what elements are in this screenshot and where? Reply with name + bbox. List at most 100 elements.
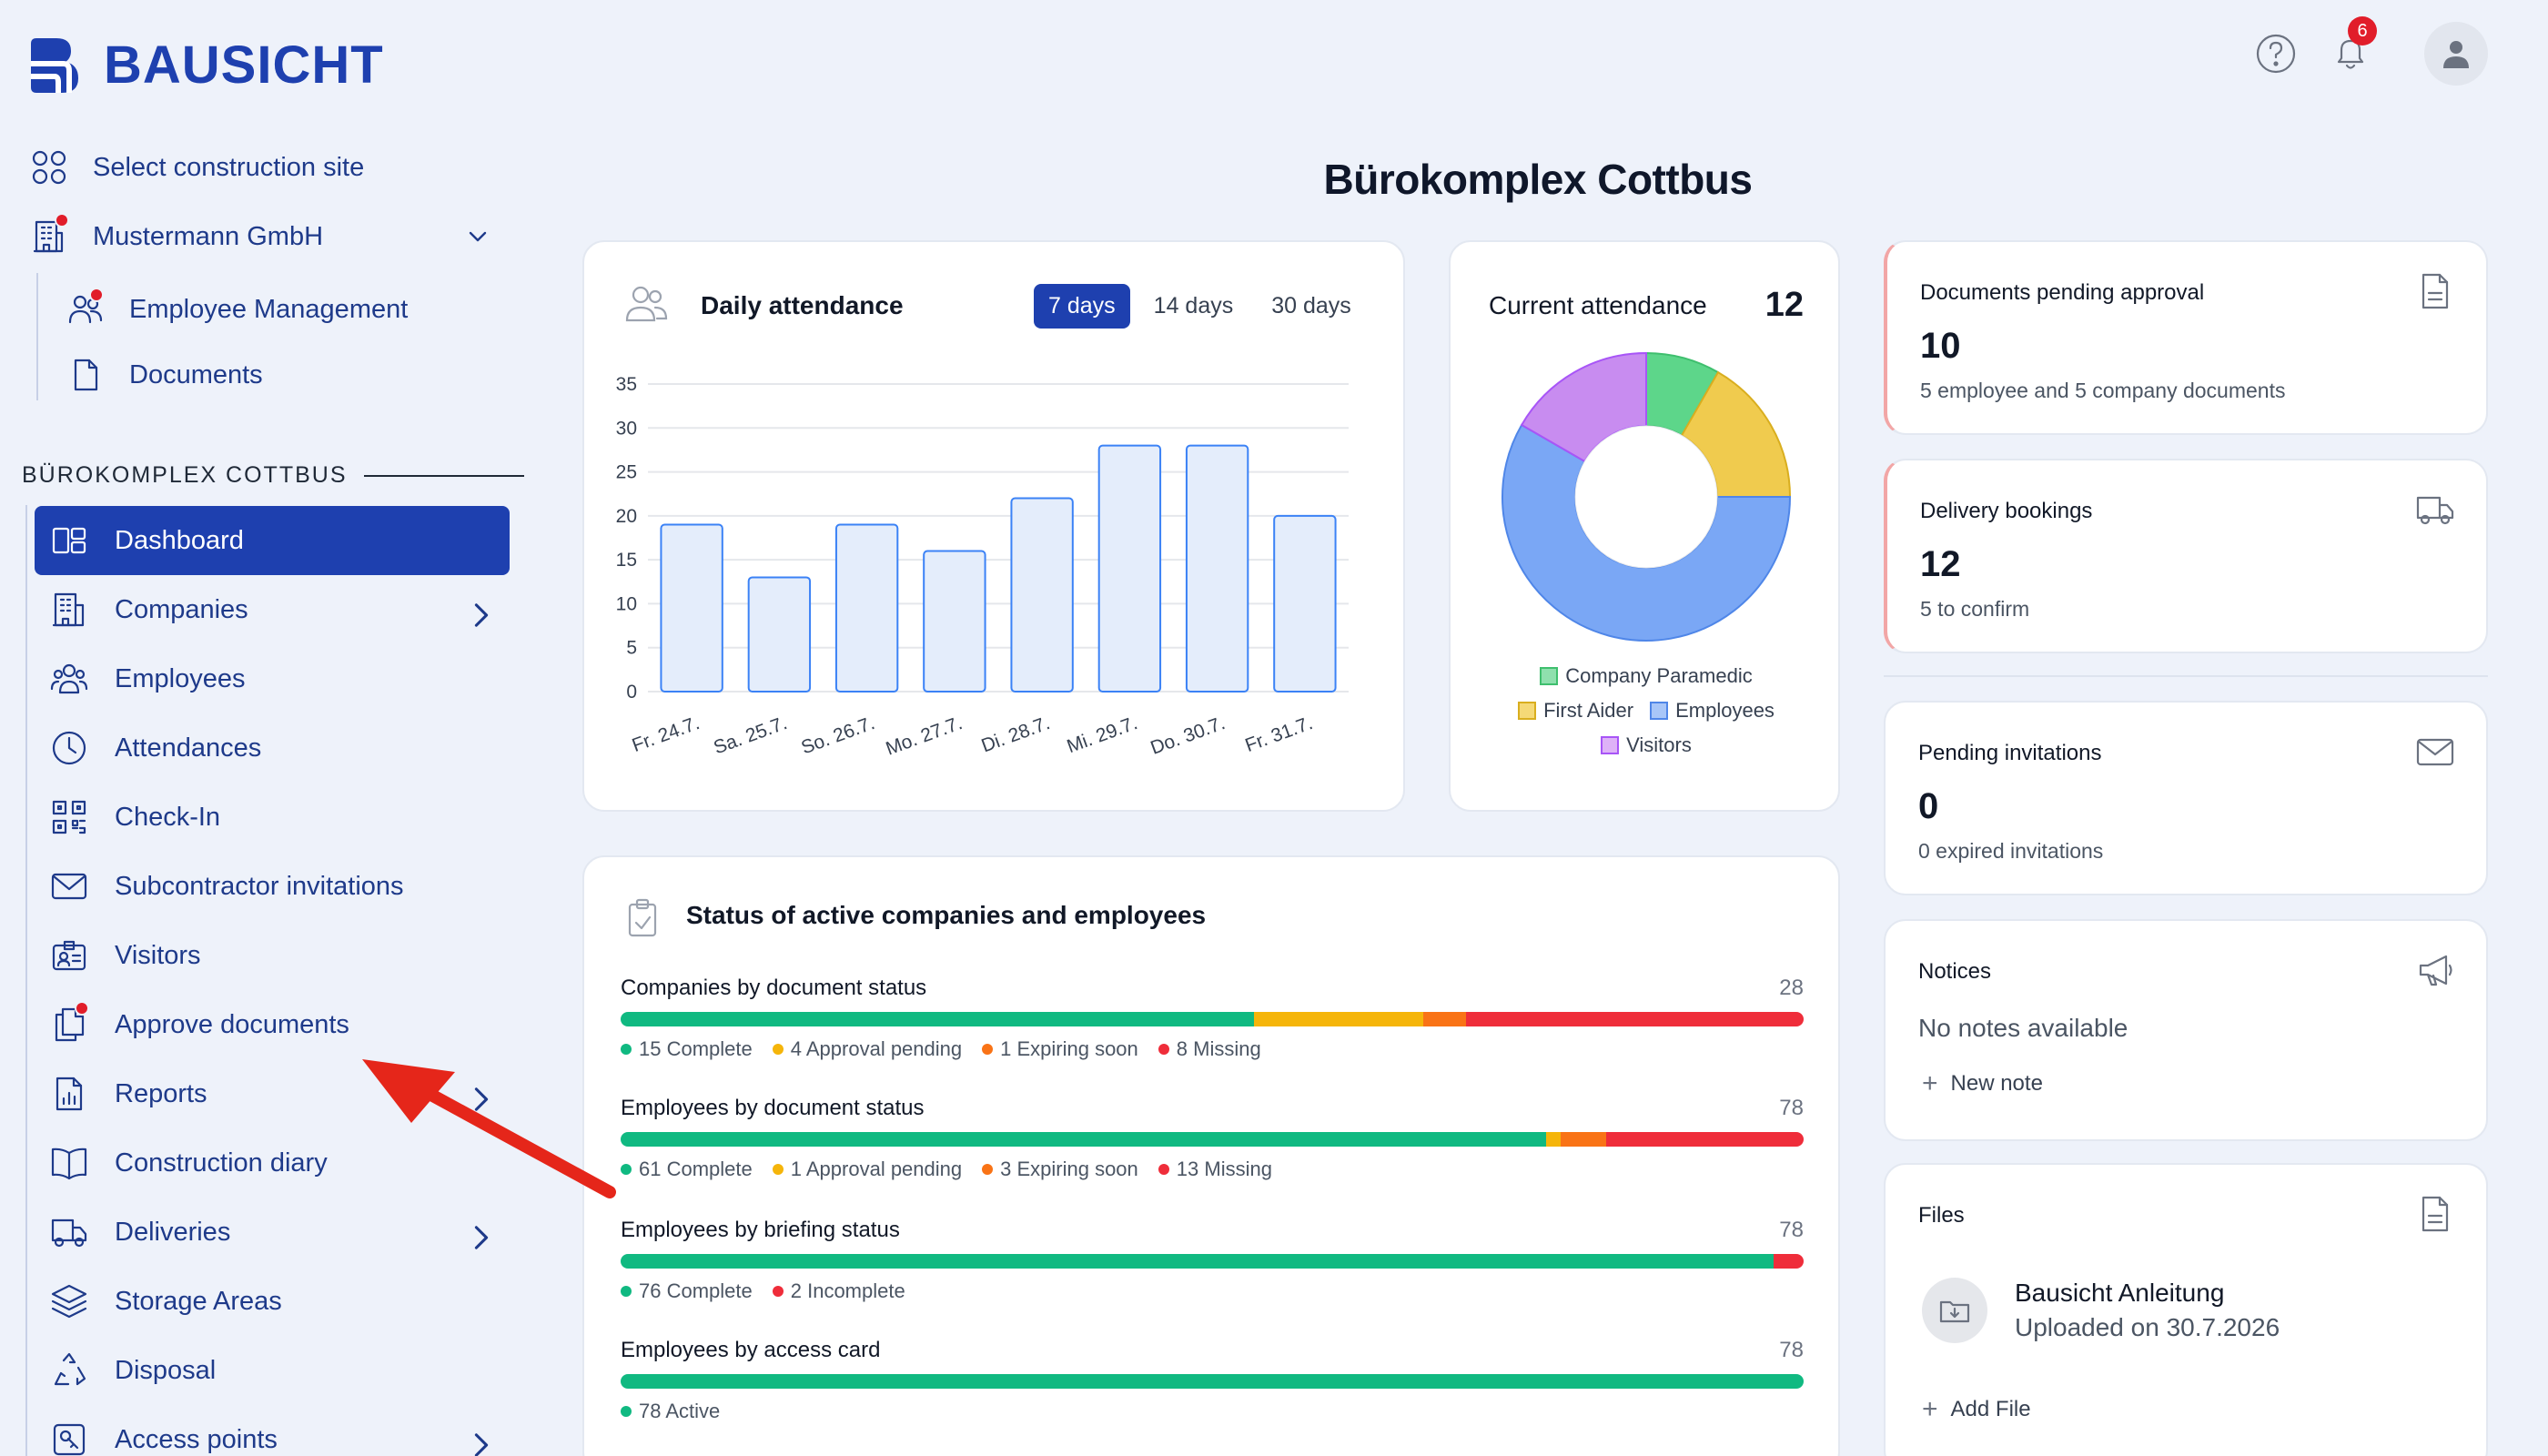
brand-name: BAUSICHT [104,35,384,95]
plus-icon: + [1922,1068,1938,1098]
status-row-label: Employees by document status [621,1096,925,1120]
status-row-total: 78 [1779,1096,1804,1120]
y-tick-label: 35 [616,374,637,395]
file-name: Bausicht Anleitung [2015,1279,2225,1307]
chevron-right-icon[interactable] [462,1426,490,1456]
status-legend-label: 61 Complete [639,1158,753,1180]
key-icon [49,1420,89,1456]
menu-label: Attendances [115,733,262,763]
status-row-total: 78 [1779,1338,1804,1362]
menu-approve-documents[interactable]: Approve documents [35,990,510,1059]
legend-item: Visitors [1601,733,1692,757]
status-bar-segment [621,1132,1546,1147]
status-legend: 61 Complete 1 Approval pending 3 Expiring … [621,1158,1272,1181]
status-legend-label: 1 Expiring soon [1000,1037,1138,1060]
status-row-total: 78 [1779,1218,1804,1242]
menu-construction-diary[interactable]: Construction diary [35,1128,510,1198]
documents-link[interactable]: Documents [66,355,263,395]
menu-deliveries[interactable]: Deliveries [35,1198,510,1267]
status-dot [621,1044,632,1055]
status-legend: 78 Active [621,1400,720,1423]
menu-employees[interactable]: Employees [35,644,510,713]
menu-label: Companies [115,594,248,624]
bell-icon[interactable] [2328,31,2373,76]
tab-7-days[interactable]: 7 days [1034,284,1130,329]
status-dot [621,1164,632,1175]
select-site-link[interactable]: Select construction site [29,147,364,187]
status-legend-label: 4 Approval pending [790,1037,963,1060]
status-legend-item: 15 Complete [621,1037,753,1061]
menu-visitors[interactable]: Visitors [35,921,510,990]
id-badge-icon [49,935,89,976]
dashboard-icon [49,521,89,561]
company-selector[interactable]: Mustermann GmbH [29,213,502,257]
add-file-label: Add File [1950,1397,2031,1421]
menu-subcontractor-invitations[interactable]: Subcontractor invitations [35,852,510,921]
truck-icon [2415,490,2455,530]
section-divider [1884,675,2488,677]
new-note-label: New note [1950,1071,2043,1096]
documents-pending-card[interactable]: Documents pending approval 10 5 employee… [1884,240,2488,435]
documents-label: Documents [129,359,263,389]
status-title: Status of active companies and employees [686,901,1207,929]
pending-invitations-card[interactable]: Pending invitations 0 0 expired invitati… [1884,701,2488,895]
status-bar-segment [1606,1132,1804,1147]
chevron-right-icon[interactable] [462,1218,490,1249]
employee-management-link[interactable]: Employee Management [66,288,408,329]
status-legend-label: 15 Complete [639,1037,753,1060]
submenu-line [36,273,38,400]
status-row-label: Employees by briefing status [621,1218,900,1242]
y-tick-label: 15 [616,550,637,571]
legend-swatch [1601,736,1620,754]
status-dot [1158,1164,1169,1175]
menu-dashboard[interactable]: Dashboard [35,506,510,575]
brand-logo[interactable]: BAUSICHT [27,35,384,96]
delivery-bookings-card[interactable]: Delivery bookings 12 5 to confirm [1884,459,2488,653]
avatar[interactable] [2424,22,2488,86]
status-legend: 15 Complete 4 Approval pending 1 Expiring … [621,1037,1261,1061]
layers-icon [49,1281,89,1321]
status-dot [982,1164,994,1175]
status-dot [772,1286,784,1297]
status-legend-item: 4 Approval pending [772,1037,963,1061]
chevron-down-icon[interactable] [464,223,491,250]
menu-check-in[interactable]: Check-In [35,783,510,852]
card-sub: 0 expired invitations [1918,839,2104,863]
legend-label: First Aider [1543,699,1634,722]
file-item[interactable]: Bausicht Anleitung Uploaded on 30.7.2026 [1922,1278,2280,1343]
status-legend-item: 8 Missing [1158,1037,1261,1061]
tab-30-days[interactable]: 30 days [1271,293,1351,318]
status-row-total: 28 [1779,976,1804,1000]
legend-swatch [1540,667,1559,685]
status-bar-segment [1561,1132,1607,1147]
megaphone-icon [2415,950,2455,990]
menu-disposal[interactable]: Disposal [35,1336,510,1405]
new-note-button[interactable]: + New note [1922,1070,2043,1097]
menu-label: Access points [115,1424,278,1454]
menu-storage-areas[interactable]: Storage Areas [35,1267,510,1336]
help-circle-icon[interactable] [2253,31,2299,76]
legend-item: Company Paramedic [1540,664,1753,688]
company-label: Mustermann GmbH [93,221,324,251]
notices-card: Notices No notes available + New note [1884,919,2488,1141]
menu-reports[interactable]: Reports [35,1059,510,1128]
donut-legend-row-2: First Aider Employees [1451,699,1842,723]
add-file-button[interactable]: + Add File [1922,1396,2031,1423]
menu-companies[interactable]: Companies [35,575,510,644]
current-attendance-count: 12 [1764,286,1804,324]
status-legend-item: 76 Complete [621,1279,753,1303]
chevron-right-icon[interactable] [462,1080,490,1111]
report-icon [49,1074,89,1114]
tab-14-days[interactable]: 14 days [1153,293,1234,318]
recycle-icon [49,1350,89,1390]
status-bar [621,1132,1804,1147]
menu-label: Storage Areas [115,1286,282,1316]
status-dot [1158,1044,1169,1055]
menu-attendances[interactable]: Attendances [35,713,510,783]
menu-label: Check-In [115,802,221,832]
chevron-right-icon[interactable] [462,596,490,627]
truck-icon [49,1212,89,1252]
select-site-label: Select construction site [93,152,365,182]
x-tick-label: Do. 30.7. [1148,713,1228,759]
menu-access-points[interactable]: Access points [35,1405,510,1456]
